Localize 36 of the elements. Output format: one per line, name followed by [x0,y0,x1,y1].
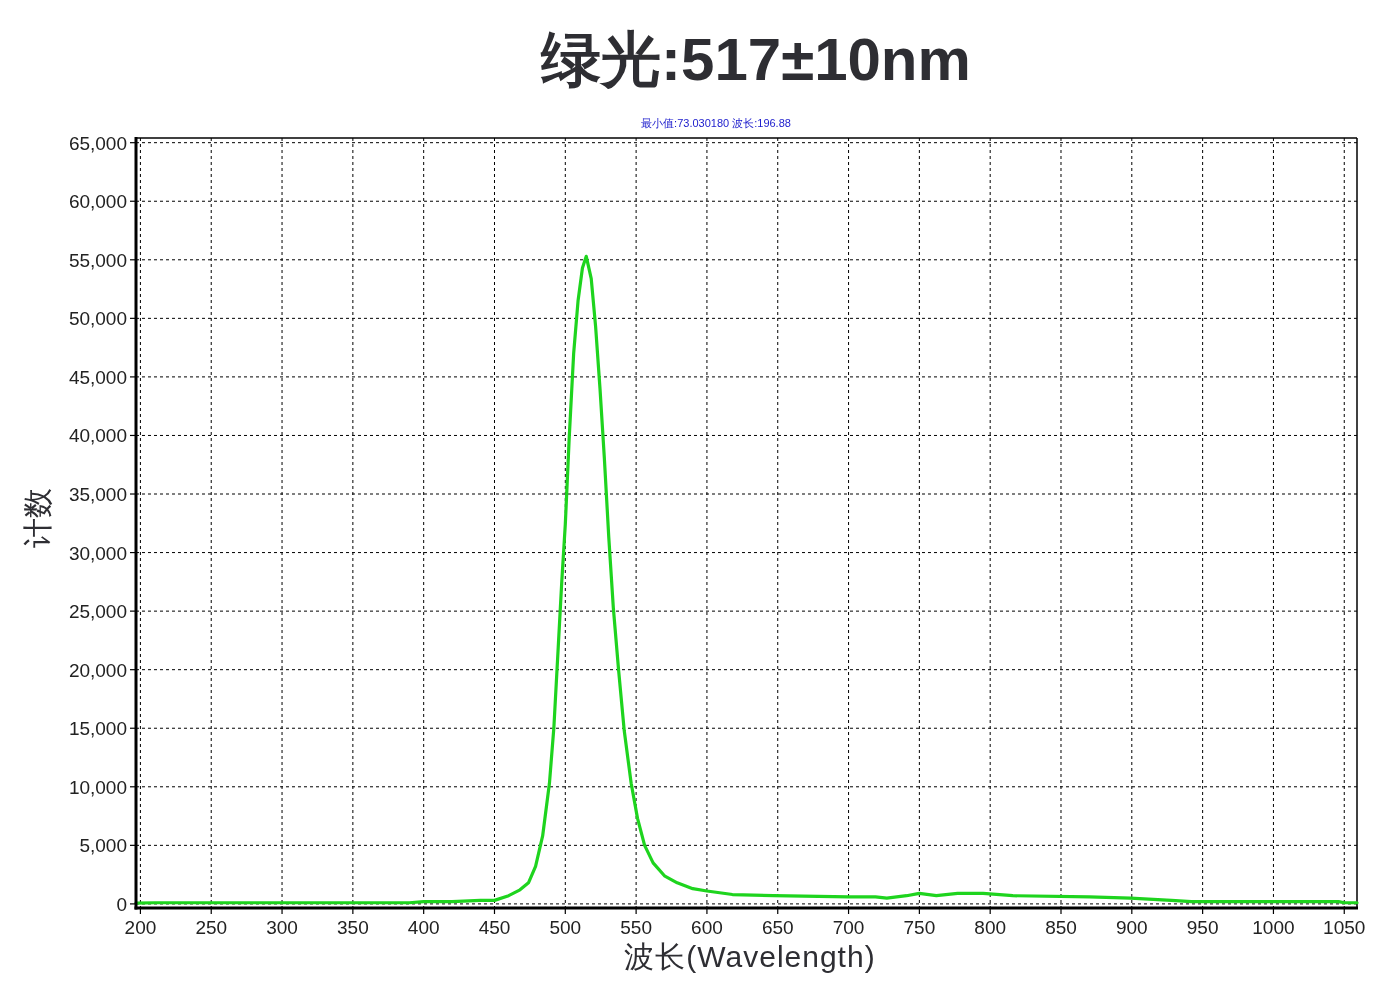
chart-title: 绿光:517±10nm [540,26,971,93]
x-tick-label: 1000 [1252,917,1295,938]
x-tick-label: 350 [337,917,369,938]
y-tick-label: 45,000 [68,366,127,388]
text: 最小值:73.030180 波长:196.88 [641,117,791,129]
x-tick-label: 500 [549,917,582,938]
x-tick-label: 450 [478,917,511,938]
y-tick-label: 50,000 [68,308,127,330]
y-tick-label: 35,000 [68,484,127,506]
x-axis-title: 波长(Wavelength) [624,940,876,973]
y-axis-title: 计数 [21,488,54,548]
y-tick-label: 30,000 [68,542,127,564]
x-tick-label: 750 [903,917,936,938]
x-tick-label: 1050 [1323,917,1366,938]
x-tick-label: 800 [974,917,1007,938]
y-tick-label: 65,000 [68,132,127,154]
x-tick-label: 250 [195,917,228,938]
x-tick-label: 600 [691,917,723,938]
x-tick-label: 900 [1115,917,1148,938]
x-tick-label: 950 [1186,917,1219,938]
x-tick-label: 650 [761,917,794,938]
x-tick-label: 200 [124,917,157,938]
y-tick-label: 20,000 [68,659,127,681]
y-tick-label: 40,000 [68,425,127,447]
x-tick-label: 700 [832,917,865,938]
x-tick-label: 850 [1045,917,1077,938]
x-tick-label: 300 [266,917,298,938]
y-tick-label: 60,000 [68,191,127,213]
x-tick-label: 400 [407,917,440,938]
y-tick-label: 5,000 [79,835,127,857]
y-tick-label: 25,000 [68,601,127,623]
x-tick-label: 550 [620,917,652,938]
y-tick-label: 55,000 [68,249,127,271]
y-tick-label: 10,000 [68,776,127,798]
y-tick-label: 0 [116,893,127,915]
y-tick-label: 15,000 [68,718,127,740]
